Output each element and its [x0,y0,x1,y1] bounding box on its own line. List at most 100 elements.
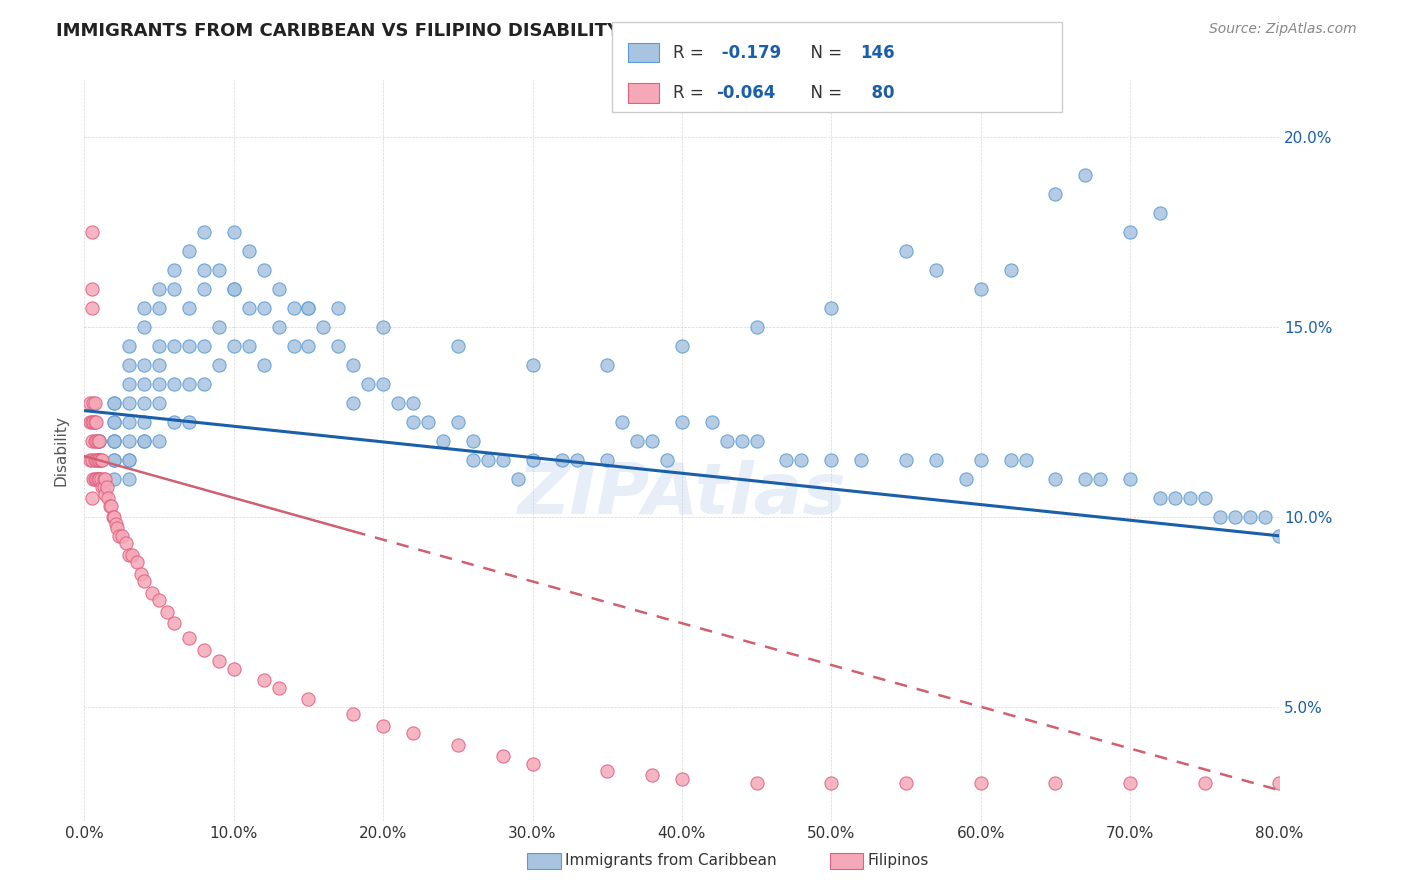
Point [387,396,409,410]
Point [100,499,122,513]
Point [163,415,186,429]
Point [925,263,948,277]
Point [115,536,138,550]
Point [970,282,993,296]
Point [1045,472,1067,486]
Point [193,377,215,392]
Point [83,415,105,429]
Point [118,472,141,486]
Point [103,434,125,448]
Point [1149,491,1171,505]
Point [208,263,231,277]
Point [118,415,141,429]
Point [373,320,395,334]
Point [89,453,111,467]
Point [163,263,186,277]
Point [208,654,231,668]
Point [90,453,112,467]
Text: -0.064: -0.064 [716,84,775,102]
Point [103,396,125,410]
Point [1045,187,1067,202]
Point [373,719,395,733]
Point [222,282,245,296]
Point [82,415,104,429]
Point [132,320,156,334]
Point [342,358,364,372]
Point [97,491,120,505]
Point [342,396,364,410]
Point [894,453,917,467]
Point [671,772,693,786]
Point [1074,472,1097,486]
Point [641,434,664,448]
Point [163,339,186,353]
Point [91,479,114,493]
Point [297,339,319,353]
Point [731,434,754,448]
Point [90,472,112,486]
Text: -0.179: -0.179 [716,44,780,62]
Text: 80: 80 [860,84,896,102]
Point [148,339,170,353]
Point [193,225,215,239]
Point [155,605,177,619]
Point [267,320,290,334]
Point [148,358,170,372]
Point [177,377,200,392]
Point [716,434,738,448]
Point [83,434,105,448]
Point [193,642,215,657]
Point [208,358,231,372]
Point [925,453,948,467]
Point [125,556,148,570]
Point [118,339,141,353]
Point [148,301,170,315]
Point [80,301,103,315]
Point [402,726,425,740]
Point [89,453,111,467]
Point [148,282,170,296]
Point [89,472,111,486]
Text: 146: 146 [860,44,896,62]
Point [103,415,125,429]
Point [477,453,499,467]
Point [522,453,544,467]
Point [955,472,977,486]
Point [148,434,170,448]
Point [103,472,125,486]
Point [132,574,156,589]
Text: ZIPAtlas: ZIPAtlas [517,460,846,529]
Point [1164,491,1187,505]
Point [177,632,200,646]
Point [1119,472,1142,486]
Point [148,396,170,410]
Point [461,453,484,467]
Point [79,453,101,467]
Point [87,472,110,486]
Point [655,453,678,467]
Point [1045,775,1067,789]
Point [193,282,215,296]
Point [253,263,276,277]
Point [89,472,111,486]
Point [98,499,121,513]
Point [267,681,290,695]
Point [970,453,993,467]
Point [297,692,319,706]
Point [283,339,305,353]
Point [86,453,108,467]
Point [1194,775,1216,789]
Point [89,453,111,467]
Point [80,491,103,505]
Point [492,749,515,764]
Point [745,434,768,448]
Point [86,472,108,486]
Point [447,738,470,752]
Point [132,434,156,448]
Point [118,396,141,410]
Point [103,434,125,448]
Point [492,453,515,467]
Y-axis label: Disability: Disability [53,415,69,486]
Point [238,244,260,259]
Point [103,415,125,429]
